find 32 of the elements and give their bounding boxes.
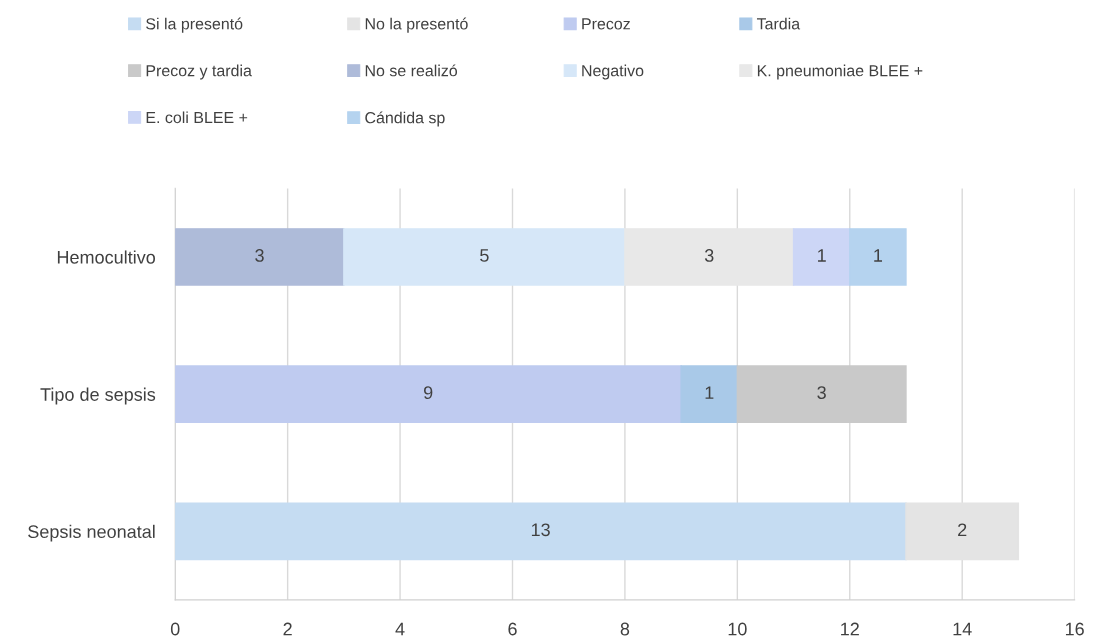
x-tick-label: 14 [953,622,972,636]
x-tick-label: 4 [395,622,405,636]
data-label: 2 [958,523,967,536]
y-tick-label: Sepsis neonatal [28,524,155,542]
x-tick-label: 12 [841,622,859,636]
y-tick-label: Hemocultivo [57,250,156,264]
legend-label: Tardia [756,17,801,30]
x-tick-label: 2 [283,622,292,636]
legend-label: Cándida sp [365,111,445,127]
x-tick-label: 0 [170,622,180,636]
legend-label: Si la presentó [146,17,243,33]
data-label: 1 [874,249,883,262]
data-label: 3 [255,249,264,262]
legend-label: Precoz y tardia [146,64,252,80]
x-tick-label: 6 [508,622,517,636]
data-label: 9 [424,386,433,400]
legend-label: E. coli BLEE + [146,111,248,124]
legend-label: K. pneumoniae BLEE + [757,64,923,80]
data-label: 3 [817,386,826,400]
data-label: 1 [818,249,826,262]
data-label: 13 [531,523,550,537]
x-tick-label: 16 [1065,622,1084,636]
x-tick-label: 10 [728,622,747,636]
legend-label: Precoz [582,18,630,30]
legend-label: No la presentó [365,17,468,33]
y-tick-label: Tipo de sepsis [40,387,156,405]
legend-label: Negativo [582,64,644,80]
data-label: 1 [705,386,714,399]
legend-label: No se realizó [365,64,458,77]
data-label: 5 [480,249,489,262]
data-label: 3 [704,249,714,262]
x-tick-label: 8 [620,622,630,636]
